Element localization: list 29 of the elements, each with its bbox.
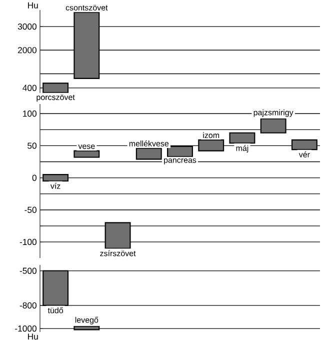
x-tick-label: víz: [50, 182, 60, 189]
x-tick-label: zsírszövet: [100, 250, 136, 256]
bar: [198, 139, 224, 152]
y-tick-label: 2000: [18, 47, 36, 54]
y-tick-label: 50: [28, 142, 36, 149]
x-tick-label: porcszövet: [36, 94, 75, 102]
y-tick-label: 100: [23, 110, 36, 117]
bar: [291, 139, 318, 150]
y-tick-label: 0: [32, 174, 36, 181]
y-tick-label: -1000: [15, 325, 36, 332]
x-tick-label: máj: [236, 145, 248, 153]
x-tick-label: izom: [203, 132, 220, 138]
x-tick-label: mellékvese: [129, 140, 169, 146]
x-tick-label: tüdő: [48, 307, 64, 314]
x-tick-label: csontszövet: [66, 4, 108, 10]
y-tick-label: -100: [20, 238, 36, 246]
bar: [74, 150, 100, 158]
y-tick-label: -50: [24, 206, 36, 213]
x-tick-label: pancreas: [164, 158, 196, 164]
x-tick-label: vese: [78, 144, 95, 149]
y-axis-title: Hu: [28, 334, 38, 340]
y-axis-title: Hu: [28, 2, 38, 8]
x-tick-label: levegő: [75, 316, 98, 324]
y-tick-label: -500: [20, 268, 36, 274]
y-tick-label: -800: [20, 302, 36, 308]
y-tick-label: 3000: [18, 23, 36, 30]
x-tick-label: pajzsmirigy: [254, 109, 294, 117]
y-tick-label: 400: [22, 84, 36, 91]
x-tick-label: vér: [298, 151, 310, 158]
